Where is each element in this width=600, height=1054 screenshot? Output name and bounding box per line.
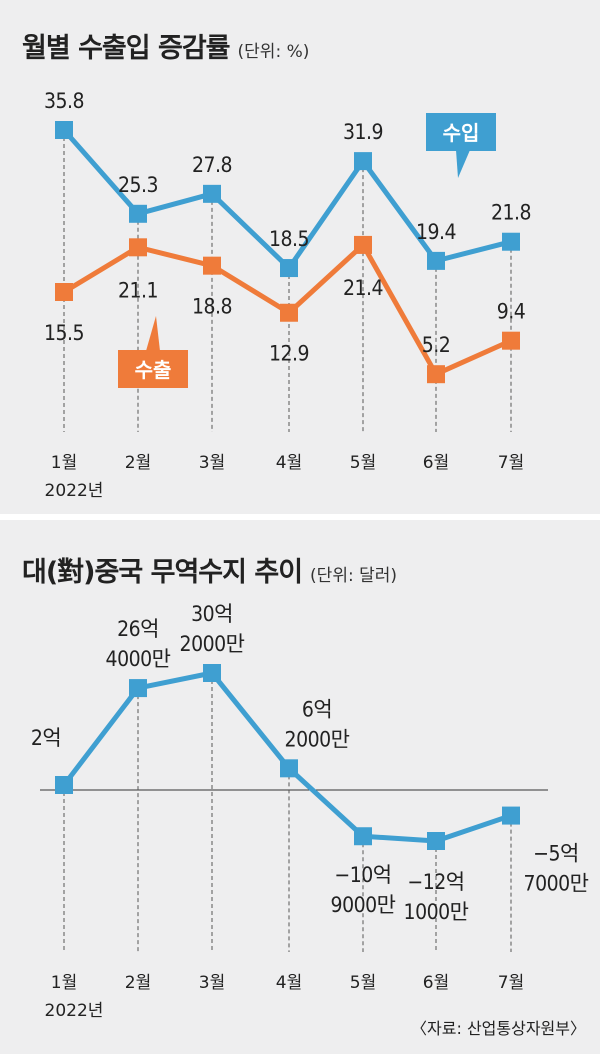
- data-label-trade-balance-4월: 6억 2000만: [285, 697, 350, 751]
- x-tick-label-5월: 5월: [350, 973, 376, 993]
- x-tick-label-2월: 2월: [125, 973, 151, 993]
- marker-수출-6월: [427, 365, 445, 384]
- data-label-line: 2000만: [180, 632, 245, 656]
- chart1-unit: (단위: %): [237, 42, 310, 62]
- chart1-title-text: 월별 수출입 증감률: [22, 33, 231, 64]
- data-label-trade-balance-2월: 26억 4000만: [106, 617, 171, 671]
- chart1-plot: 35.8 25.3 27.8 18.5 31.9 19.4 21.8 15.5 21.1 18.8…: [44, 89, 532, 501]
- legend-label-수출: 수출: [135, 358, 172, 382]
- x-tick-label-4월: 4월: [276, 453, 302, 473]
- marker-수출-7월: [502, 331, 520, 350]
- data-label-line: −5억: [533, 842, 579, 866]
- chart2-title: 대(對)중국 무역수지 추이 (단위: 달러): [22, 550, 397, 589]
- data-label-수출-4월: 12.9: [269, 342, 309, 366]
- x-year-label: 2022년: [45, 481, 104, 501]
- x-tick-label-5월: 5월: [350, 453, 376, 473]
- data-label-line: 2000만: [285, 727, 350, 751]
- data-label-line: −10억: [334, 863, 391, 887]
- data-label-line: 7000만: [524, 872, 589, 896]
- legend-tag-pointer-수출: [146, 316, 160, 351]
- data-label-line: 9000만: [331, 893, 396, 917]
- x-tick-label-4월: 4월: [276, 973, 302, 993]
- data-label-line: 1000만: [404, 900, 469, 924]
- x-tick-label-3월: 3월: [199, 453, 225, 473]
- chart2-unit: (단위: 달러): [310, 566, 398, 586]
- data-label-trade-balance-5월: −10억 9000만: [331, 863, 396, 917]
- data-label-trade-balance-1월: 2억: [31, 726, 61, 750]
- chart2-title-text: 대(對)중국 무역수지 추이: [22, 557, 303, 588]
- data-label-line: 30억: [191, 602, 233, 626]
- data-label-line: 6억: [302, 697, 332, 721]
- marker-수입-7월: [502, 232, 520, 251]
- marker-trade-balance-6월: [427, 832, 445, 850]
- data-label-수입-7월: 21.8: [491, 201, 531, 225]
- export-import-chart-panel: 월별 수출입 증감률 (단위: %) 35.8 25.3 27.8 18.5 31.9 19…: [0, 0, 600, 514]
- marker-trade-balance-4월: [280, 759, 298, 778]
- data-label-수입-6월: 19.4: [416, 220, 456, 244]
- legend-tag-pointer-수입: [456, 150, 470, 178]
- marker-trade-balance-7월: [502, 806, 520, 825]
- data-label-trade-balance-7월: −5억 7000만: [524, 842, 589, 896]
- data-label-trade-balance-3월: 30억 2000만: [180, 602, 245, 656]
- data-label-수입-5월: 31.9: [343, 120, 383, 144]
- data-label-line: 26억: [117, 617, 159, 641]
- legend-tag-수입: [426, 113, 496, 151]
- marker-수입-1월: [55, 121, 73, 139]
- series-line-trade-balance: [62, 670, 512, 844]
- marker-수출-1월: [55, 283, 73, 301]
- marker-trade-balance-1월: [55, 776, 73, 794]
- marker-수입-4월: [280, 259, 298, 278]
- data-label-수입-4월: 18.5: [269, 227, 309, 251]
- marker-수입-6월: [427, 251, 445, 270]
- data-label-수출-2월: 21.1: [118, 278, 158, 302]
- marker-trade-balance-5월: [354, 827, 372, 846]
- chart1-title: 월별 수출입 증감률 (단위: %): [22, 26, 309, 65]
- x-tick-label-2월: 2월: [125, 453, 151, 473]
- x-tick-label-7월: 7월: [498, 453, 524, 473]
- legend-tag-수출: [118, 350, 188, 388]
- marker-수출-5월: [354, 235, 372, 254]
- data-label-수출-7월: 9.4: [497, 300, 526, 324]
- x-year-label: 2022년: [45, 1001, 104, 1021]
- chart2-plot: 2억 26억 4000만 30억 2000만 6억 2000만 −10억 9000만 −12억 10…: [31, 602, 589, 1038]
- marker-수입-2월: [129, 204, 147, 223]
- marker-trade-balance-3월: [203, 664, 221, 682]
- data-label-trade-balance-6월: −12억 1000만: [404, 870, 469, 924]
- data-label-수출-3월: 18.8: [192, 295, 232, 319]
- data-label-line: 4000만: [106, 647, 171, 671]
- x-tick-label-7월: 7월: [498, 973, 524, 993]
- data-label-수입-2월: 25.3: [118, 173, 158, 197]
- marker-수출-4월: [280, 303, 298, 322]
- data-label-line: 2억: [31, 726, 61, 750]
- legend-label-수입: 수입: [443, 121, 480, 145]
- marker-수입-5월: [354, 152, 372, 171]
- source-note: 〈자료: 산업통상자원부〉: [411, 1019, 586, 1038]
- x-tick-label-1월: 1월: [51, 453, 77, 473]
- x-tick-label-6월: 6월: [423, 973, 449, 993]
- x-tick-label-1월: 1월: [51, 973, 77, 993]
- data-label-수입-1월: 35.8: [44, 89, 84, 113]
- data-label-수출-6월: 5.2: [422, 333, 451, 357]
- data-label-수출-5월: 21.4: [343, 276, 383, 300]
- x-tick-label-3월: 3월: [199, 973, 225, 993]
- marker-수출-3월: [203, 256, 221, 275]
- marker-수출-2월: [129, 238, 147, 257]
- marker-수입-3월: [203, 184, 221, 203]
- x-tick-label-6월: 6월: [423, 453, 449, 473]
- marker-trade-balance-2월: [129, 679, 147, 698]
- data-label-수출-1월: 15.5: [44, 321, 84, 345]
- data-label-line: −12억: [407, 870, 464, 894]
- data-label-수입-3월: 27.8: [192, 153, 232, 177]
- china-trade-chart-panel: 대(對)중국 무역수지 추이 (단위: 달러) 2억 26억 4000만 30억 2000…: [0, 520, 600, 1054]
